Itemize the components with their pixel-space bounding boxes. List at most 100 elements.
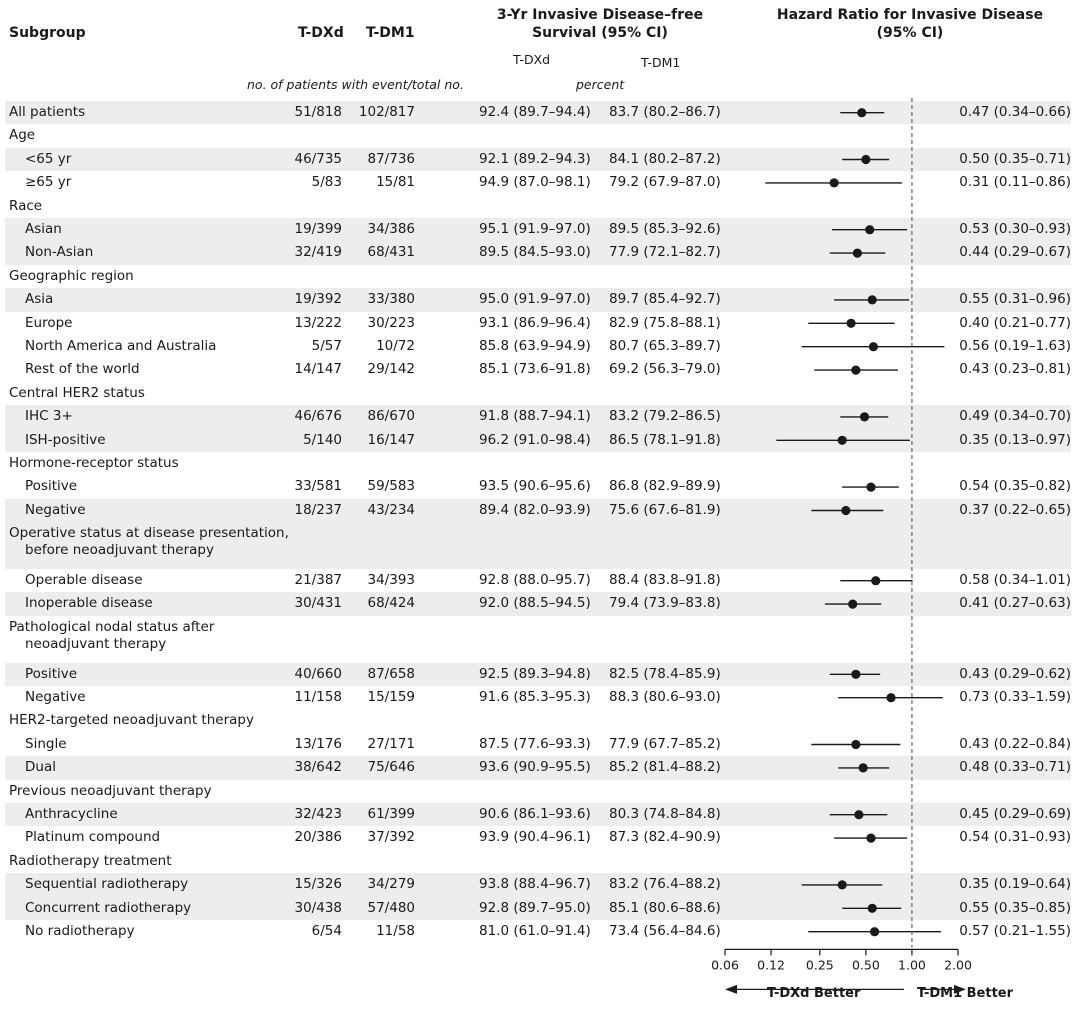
tdxd-events: 5/140 — [303, 431, 342, 448]
hr-point — [871, 576, 881, 586]
tdm1-events: 15/81 — [376, 174, 415, 191]
hazard-ratio-text: 0.56 (0.19–1.63) — [959, 338, 1071, 354]
table-row: All patients 51/818 102/817 92.4 (89.7–94.4… — [0, 101, 1085, 123]
category-row: Central HER2 status — [0, 382, 1085, 404]
table-row: IHC 3+ 46/676 86/670 91.8 (88.7–94.1) 83.2 (… — [0, 405, 1085, 427]
category-row: Age — [0, 124, 1085, 146]
tdm1-events: 102/817 — [358, 104, 415, 120]
tdm1-events: 87/658 — [367, 665, 416, 682]
hr-point — [846, 318, 856, 328]
subgroup-label: Non-Asian — [25, 244, 94, 261]
tdxd-events: 19/399 — [294, 221, 343, 237]
tdxd-survival: 92.1 (89.2–94.3) — [479, 150, 591, 167]
subgroup-label: ISH-positive — [25, 431, 106, 448]
hr-point — [886, 693, 896, 703]
header-survival-tdm1: T-DM1 — [641, 55, 681, 70]
tdm1-events: 15/159 — [367, 689, 416, 705]
subgroup-label: Rest of the world — [25, 361, 140, 378]
row-band — [5, 896, 1071, 920]
events-unit-label: no. of patients with event/total no. — [247, 77, 464, 92]
subgroup-label: Operable disease — [25, 572, 143, 588]
tdm1-survival: 83.7 (80.2–86.7) — [609, 104, 721, 120]
subgroup-category-label: Previous neoadjuvant therapy — [9, 782, 212, 799]
tdxd-events: 18/237 — [294, 501, 343, 518]
table-row: <65 yr 46/735 87/736 92.1 (89.2–94.3) 84.1 (… — [0, 148, 1085, 170]
hr-point — [851, 739, 861, 750]
subgroup-label: Positive — [25, 478, 78, 495]
hazard-ratio-text: 0.54 (0.35–0.82) — [959, 478, 1071, 495]
hazard-ratio-text: 0.43 (0.22–0.84) — [959, 735, 1071, 752]
tdm1-survival: 73.4 (56.4–84.6) — [609, 923, 721, 939]
subgroup-category-label: Radiotherapy treatment — [9, 852, 172, 869]
tdm1-survival: 89.7 (85.4–92.7) — [609, 291, 721, 308]
table-row: Operable disease 21/387 34/393 92.8 (88.0–9… — [0, 569, 1085, 591]
tdm1-survival: 86.5 (78.1–91.8) — [609, 431, 721, 448]
tdm1-events: 16/147 — [367, 431, 416, 448]
subgroup-category-label: neoadjuvant therapy — [25, 635, 167, 652]
tdm1-survival: 88.3 (80.6–93.0) — [609, 689, 721, 705]
hr-point — [869, 927, 880, 937]
subgroup-label: Asia — [25, 291, 54, 308]
row-band — [5, 592, 1071, 616]
hazard-ratio-text: 0.43 (0.23–0.81) — [959, 361, 1071, 378]
subgroup-category-label: Central HER2 status — [9, 384, 145, 401]
row-band — [5, 522, 1071, 569]
tdxd-events: 20/386 — [294, 829, 343, 846]
tdxd-survival: 92.4 (89.7–94.4) — [479, 104, 591, 120]
tdm1-events: 30/223 — [367, 314, 416, 331]
tdxd-survival: 93.5 (90.6–95.6) — [479, 478, 591, 495]
table-row: Positive 33/581 59/583 93.5 (90.6–95.6) 86.8… — [0, 475, 1085, 497]
hr-point — [867, 903, 877, 913]
subgroup-label: ≥65 yr — [25, 174, 72, 191]
table-row: Sequential radiotherapy 15/326 34/279 93.8 … — [0, 873, 1085, 895]
row-band — [5, 756, 1071, 780]
subgroup-label: Europe — [25, 314, 73, 331]
row-band — [5, 218, 1071, 242]
tdxd-survival: 92.0 (88.5–94.5) — [479, 595, 591, 612]
tdm1-events: 34/386 — [367, 221, 416, 237]
tdxd-survival: 87.5 (77.6–93.3) — [479, 735, 591, 752]
tdm1-survival: 80.3 (74.8–84.8) — [609, 806, 721, 822]
tdxd-survival: 95.0 (91.9–97.0) — [479, 291, 591, 308]
table-row: Europe 13/222 30/223 93.1 (86.9–96.4) 82.9 (… — [0, 312, 1085, 334]
tdm1-events: 59/583 — [367, 478, 416, 495]
tdm1-events: 43/234 — [367, 501, 416, 518]
table-row: Asian 19/399 34/386 95.1 (91.9–97.0) 89.5 (8… — [0, 218, 1085, 240]
tdm1-events: 37/392 — [367, 829, 416, 846]
tdm1-survival: 82.5 (78.4–85.9) — [609, 665, 721, 682]
table-row: Asia 19/392 33/380 95.0 (91.9–97.0) 89.7 (85… — [0, 288, 1085, 310]
tdm1-events: 87/736 — [367, 150, 416, 167]
subgroup-category-label: Hormone-receptor status — [9, 455, 179, 471]
tdxd-survival: 81.0 (61.0–91.4) — [479, 923, 591, 939]
tdxd-events: 6/54 — [311, 923, 342, 939]
tdxd-events: 15/326 — [294, 876, 343, 893]
tdxd-events: 32/419 — [294, 244, 343, 261]
header-subgroup: Subgroup — [9, 25, 86, 41]
left-better-label: T-DXd Better — [767, 986, 861, 1001]
tdm1-survival: 89.5 (85.3–92.6) — [609, 221, 721, 237]
right-better-label: T-DM1 Better — [917, 986, 1014, 1001]
x-tick-label: 2.00 — [944, 957, 972, 972]
subgroup-label: Negative — [25, 689, 86, 705]
x-tick-label: 0.12 — [757, 957, 785, 972]
x-tick-label: 0.50 — [852, 957, 880, 972]
hazard-ratio-text: 0.57 (0.21–1.55) — [959, 923, 1071, 939]
hazard-ratio-text: 0.73 (0.33–1.59) — [959, 689, 1071, 705]
subgroup-label: IHC 3+ — [25, 408, 73, 425]
tdm1-survival: 80.7 (65.3–89.7) — [609, 338, 721, 354]
subgroup-label: Negative — [25, 501, 86, 518]
table-row: Concurrent radiotherapy 30/438 57/480 92.8 … — [0, 897, 1085, 919]
subgroup-label: No radiotherapy — [25, 923, 135, 939]
subgroup-category-label: before neoadjuvant therapy — [25, 542, 214, 559]
row-band — [5, 662, 1071, 686]
hr-point — [851, 365, 861, 375]
tdm1-survival: 77.9 (72.1–82.7) — [609, 244, 721, 261]
hazard-ratio-text: 0.41 (0.27–0.63) — [959, 595, 1071, 612]
hr-point — [859, 412, 870, 422]
tdm1-events: 34/279 — [367, 876, 416, 893]
hr-point — [865, 225, 875, 235]
tdm1-events: 29/142 — [367, 361, 416, 378]
tdxd-survival: 92.5 (89.3–94.8) — [479, 665, 591, 682]
header-survival-line2: Survival (95% CI) — [532, 25, 668, 41]
category-row: HER2-targeted neoadjuvant therapy — [0, 709, 1085, 731]
